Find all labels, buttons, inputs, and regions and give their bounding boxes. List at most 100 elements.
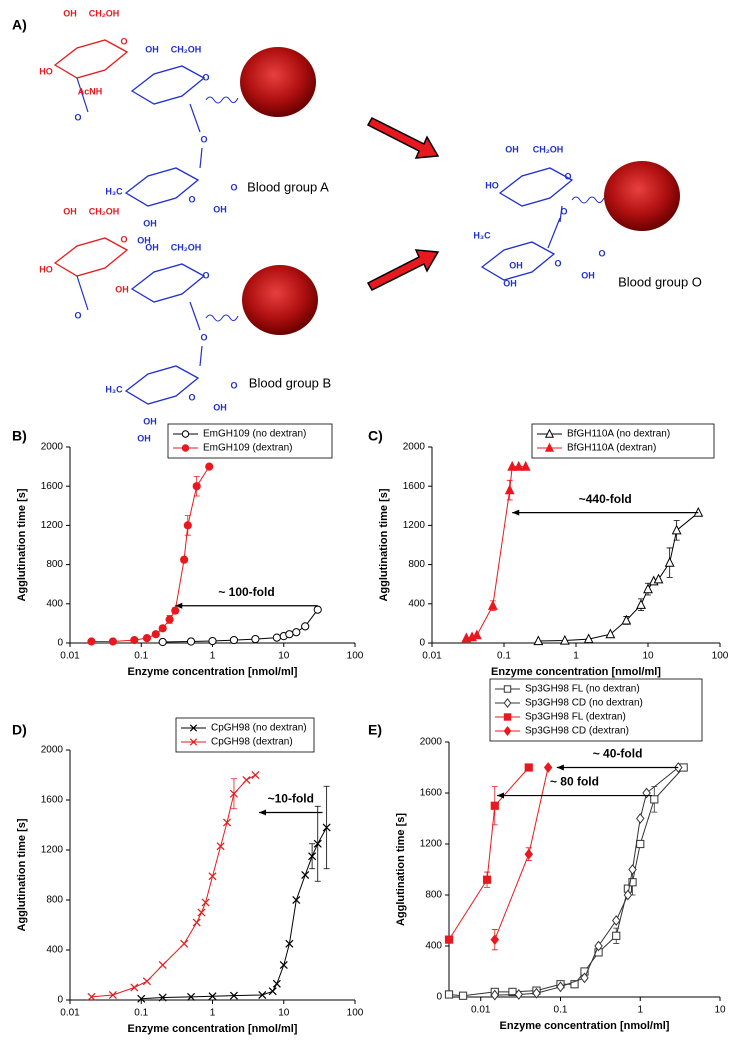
marker — [444, 990, 454, 999]
marker — [313, 605, 322, 614]
y-tick-label: 800 — [46, 559, 63, 570]
marker — [594, 940, 603, 952]
marker — [507, 460, 518, 471]
marker — [292, 895, 301, 905]
marker — [158, 624, 167, 633]
x-tick-label: 0.01 — [471, 1005, 491, 1016]
y-tick-label: 1200 — [420, 839, 443, 850]
marker — [158, 993, 167, 1002]
bond — [205, 96, 239, 104]
atom-label: OH — [63, 8, 77, 18]
x-tick-label: 0.01 — [422, 651, 442, 662]
atom-label: O — [188, 194, 195, 204]
red-blood-cell — [242, 265, 318, 335]
legend-marker — [544, 428, 555, 438]
x-tick-label: 1 — [210, 1008, 216, 1019]
marker — [158, 637, 167, 647]
legend-label: BfGH110A (dextran) — [567, 443, 656, 454]
atom-label: O — [74, 112, 81, 122]
y-tick-label: 400 — [408, 598, 425, 609]
marker — [514, 989, 524, 1000]
atom-label: O — [230, 182, 237, 192]
atom-label: AcNH — [78, 86, 103, 96]
atom-label: O — [554, 258, 561, 268]
legend-marker — [181, 444, 190, 452]
y-tick-label: 0 — [57, 995, 63, 1006]
legend-label: Sp3GH98 CD (dextran) — [525, 726, 629, 737]
y-tick-label: 800 — [408, 559, 425, 570]
legend-marker — [503, 725, 512, 737]
y-tick-label: 400 — [46, 945, 63, 956]
y-axis-title: Agglutination time [s] — [395, 813, 407, 926]
marker — [556, 981, 565, 993]
marker — [482, 875, 492, 884]
legend-box — [167, 423, 333, 459]
sugar-ring — [480, 241, 556, 281]
marker — [183, 521, 192, 530]
marker — [636, 599, 646, 609]
y-tick-label: 400 — [425, 941, 442, 952]
atom-label: O — [202, 72, 209, 82]
marker — [490, 934, 500, 946]
marker — [192, 482, 201, 491]
arrow — [366, 249, 440, 291]
marker — [251, 770, 260, 780]
marker — [251, 634, 260, 644]
legend-box — [531, 423, 715, 459]
marker — [108, 637, 117, 646]
atom-label: OH — [503, 278, 517, 288]
bond — [547, 217, 561, 249]
atom-label: OH — [581, 270, 595, 280]
sugar-ring — [124, 365, 200, 405]
marker — [471, 629, 482, 640]
marker — [650, 795, 659, 804]
series-line — [538, 512, 699, 642]
y-tick-label: 2000 — [41, 745, 64, 756]
atom-label: CH₂OH — [89, 8, 120, 18]
y-tick-label: 0 — [57, 638, 63, 649]
marker — [504, 484, 515, 495]
marker — [605, 628, 616, 639]
marker — [642, 787, 651, 799]
y-tick-label: 2000 — [420, 737, 443, 748]
marker — [208, 992, 217, 1001]
marker — [671, 524, 682, 535]
atom-label: OH — [509, 260, 523, 270]
atom-label: OH — [143, 218, 157, 228]
y-tick-label: 0 — [436, 992, 442, 1003]
y-tick-label: 0 — [419, 638, 425, 649]
marker — [186, 637, 196, 646]
atom-label: O — [200, 134, 207, 144]
marker — [458, 991, 468, 1000]
atom-label: CH₂OH — [171, 44, 202, 54]
marker — [532, 987, 541, 999]
marker — [180, 939, 189, 948]
arrowhead — [512, 509, 520, 516]
legend-box — [489, 678, 703, 742]
caption: Blood group O — [618, 274, 702, 289]
x-tick-label: 1 — [573, 651, 579, 662]
marker — [279, 960, 288, 970]
series-line — [448, 767, 530, 940]
x-tick-label: 100 — [347, 651, 364, 662]
marker — [285, 939, 294, 948]
marker — [313, 839, 322, 848]
y-tick-label: 1200 — [403, 520, 426, 531]
series-line — [91, 466, 210, 642]
atom-label: H₃C — [105, 186, 123, 196]
sugar-ring — [53, 39, 129, 79]
legend-label: CpGH98 (dextran) — [211, 737, 293, 748]
series-line — [466, 466, 526, 639]
legend-marker — [503, 713, 512, 721]
x-tick-label: 10 — [642, 651, 654, 662]
marker — [192, 918, 201, 927]
atom-label: HO — [485, 180, 499, 190]
marker — [621, 614, 632, 625]
marker — [258, 990, 267, 1000]
marker — [272, 979, 281, 988]
marker — [623, 889, 633, 901]
series-line — [91, 774, 256, 998]
bond — [189, 301, 201, 331]
y-tick-label: 1600 — [41, 481, 64, 492]
marker — [87, 992, 96, 1001]
